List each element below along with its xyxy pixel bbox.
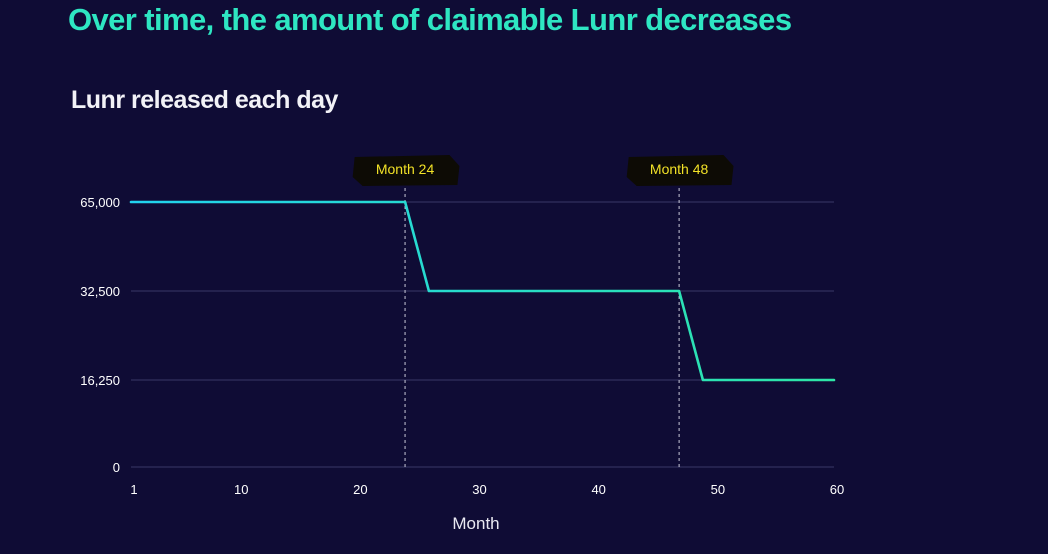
- x-tick-label: 60: [830, 482, 844, 497]
- y-tick-label: 65,000: [80, 195, 120, 210]
- y-tick-label: 16,250: [80, 373, 120, 388]
- gridlines: [131, 201, 834, 468]
- month-markers: Month 24 Month 48: [352, 155, 734, 467]
- y-tick-label: 32,500: [80, 284, 120, 299]
- y-tick-label: 0: [113, 460, 120, 475]
- marker-label: Month 24: [376, 161, 435, 177]
- marker-label-background: [352, 155, 460, 186]
- x-axis-label: Month: [452, 514, 499, 533]
- headline: Over time, the amount of claimable Lunr …: [68, 2, 792, 37]
- x-tick-label: 20: [353, 482, 367, 497]
- marker-label: Month 48: [650, 161, 709, 177]
- month-marker: Month 24: [352, 155, 460, 467]
- series-line: [129, 200, 836, 382]
- x-tick-label: 50: [711, 482, 725, 497]
- x-axis-ticks: 1 10 20 30 40 50 60: [130, 482, 844, 497]
- month-marker: Month 48: [626, 155, 734, 467]
- y-axis-ticks: 0 16,250 32,500 65,000: [80, 195, 120, 475]
- series: [129, 200, 836, 382]
- x-tick-label: 1: [130, 482, 137, 497]
- x-tick-label: 30: [472, 482, 486, 497]
- marker-label-background: [626, 155, 734, 186]
- x-tick-label: 10: [234, 482, 248, 497]
- x-tick-label: 40: [591, 482, 605, 497]
- chart-title: Lunr released each day: [71, 86, 338, 114]
